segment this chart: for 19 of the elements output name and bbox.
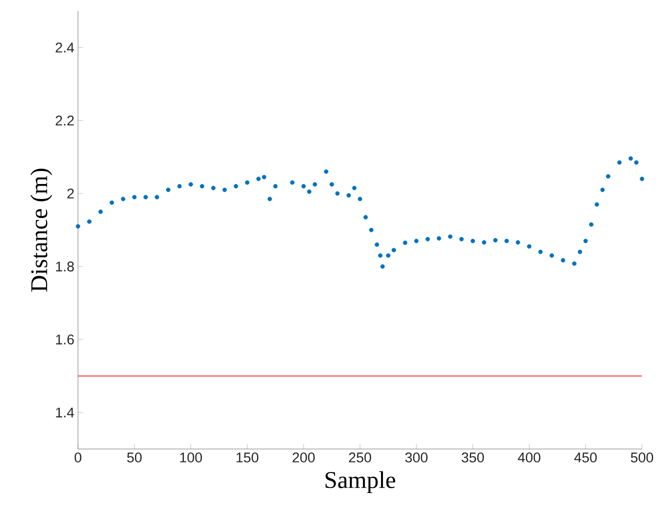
y-tick-label: 1.8 [56, 262, 74, 272]
y-tick-label: 1.4 [56, 408, 74, 418]
y-axis-title: Distance (m) [30, 168, 52, 292]
x-tick-label: 400 [518, 452, 540, 462]
y-tick-label: 2 [67, 188, 74, 198]
x-tick-label: 0 [74, 452, 82, 462]
x-tick-label: 250 [349, 452, 372, 462]
x-tick-label: 150 [236, 452, 258, 462]
x-tick-label: 300 [405, 452, 428, 462]
x-tick-label: 50 [127, 452, 142, 462]
x-tick-label: 500 [630, 452, 654, 462]
x-tick-label: 200 [292, 452, 315, 462]
x-tick-label: 450 [574, 452, 597, 462]
x-tick-label: 350 [462, 452, 484, 462]
x-tick-label: 100 [180, 452, 202, 462]
y-tick-label: 2.2 [56, 116, 74, 126]
y-tick-label: 1.6 [56, 334, 74, 344]
x-axis-title: Sample [326, 471, 396, 494]
y-tick-label: 2.4 [56, 42, 74, 52]
